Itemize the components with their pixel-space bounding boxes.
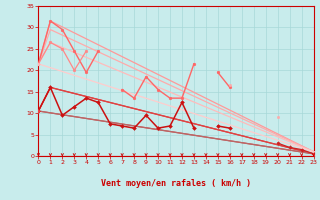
X-axis label: Vent moyen/en rafales ( km/h ): Vent moyen/en rafales ( km/h )	[101, 179, 251, 188]
